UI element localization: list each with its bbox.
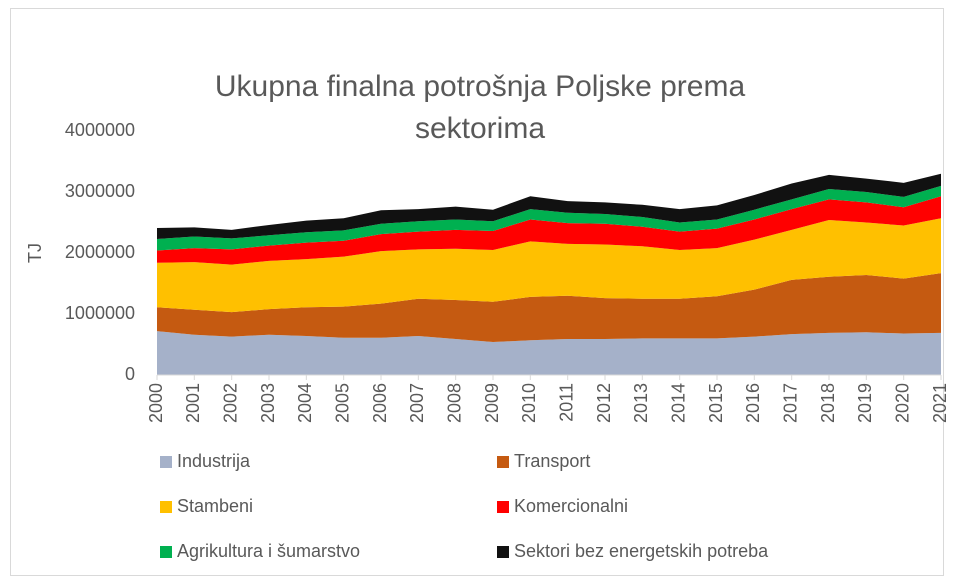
x-tick-label: 2010: [519, 383, 539, 423]
y-tick-label: 1000000: [65, 303, 135, 323]
y-tick-label: 3000000: [65, 181, 135, 201]
x-tick-label: 2003: [258, 383, 278, 423]
chart-frame: [10, 8, 944, 576]
x-tick-label: 2000: [146, 383, 166, 423]
x-tick-label: 2017: [780, 383, 800, 423]
legend-label: Stambeni: [177, 496, 253, 516]
legend-swatch: [497, 501, 509, 513]
chart-title: Ukupna finalna potrošnja Poljske prema s…: [214, 70, 746, 145]
area: [157, 173, 941, 239]
y-tick-label: 0: [125, 364, 135, 384]
x-tick-label: 2021: [930, 383, 950, 423]
area: [157, 331, 941, 375]
legend-label: Industrija: [177, 451, 251, 471]
x-tick-label: 2012: [594, 383, 614, 423]
area: [157, 196, 941, 265]
x-tick-label: 2006: [370, 383, 390, 423]
legend-swatch: [160, 546, 172, 558]
legend-label: Sektori bez energetskih potreba: [514, 541, 769, 561]
x-tick-label: 2011: [556, 383, 576, 422]
y-axis-label: TJ: [25, 243, 45, 263]
x-tick-label: 2016: [743, 383, 763, 423]
x-tick-label: 2015: [706, 383, 726, 423]
x-tick-label: 2020: [892, 383, 912, 423]
x-tick-label: 2019: [855, 383, 875, 423]
x-tick-label: 2008: [444, 383, 464, 423]
legend-swatch: [160, 456, 172, 468]
legend-swatch: [160, 501, 172, 513]
legend-label: Komercionalni: [514, 496, 628, 516]
legend-swatch: [497, 456, 509, 468]
legend-label: Agrikultura i šumarstvo: [177, 541, 360, 561]
x-tick-label: 2009: [482, 383, 502, 423]
x-tick-label: 2004: [295, 383, 315, 423]
x-tick-label: 2013: [631, 383, 651, 423]
x-tick-label: 2001: [183, 383, 203, 423]
area: [157, 218, 941, 313]
area: [157, 273, 941, 343]
area: [157, 185, 941, 251]
legend-label: Transport: [514, 451, 590, 471]
legend-swatch: [497, 546, 509, 558]
x-tick-label: 2018: [818, 383, 838, 423]
x-tick-label: 2007: [407, 383, 427, 423]
y-tick-label: 4000000: [65, 120, 135, 140]
y-tick-label: 2000000: [65, 242, 135, 262]
x-tick-label: 2002: [220, 383, 240, 423]
x-tick-label: 2014: [668, 383, 688, 423]
x-tick-label: 2005: [332, 383, 352, 423]
